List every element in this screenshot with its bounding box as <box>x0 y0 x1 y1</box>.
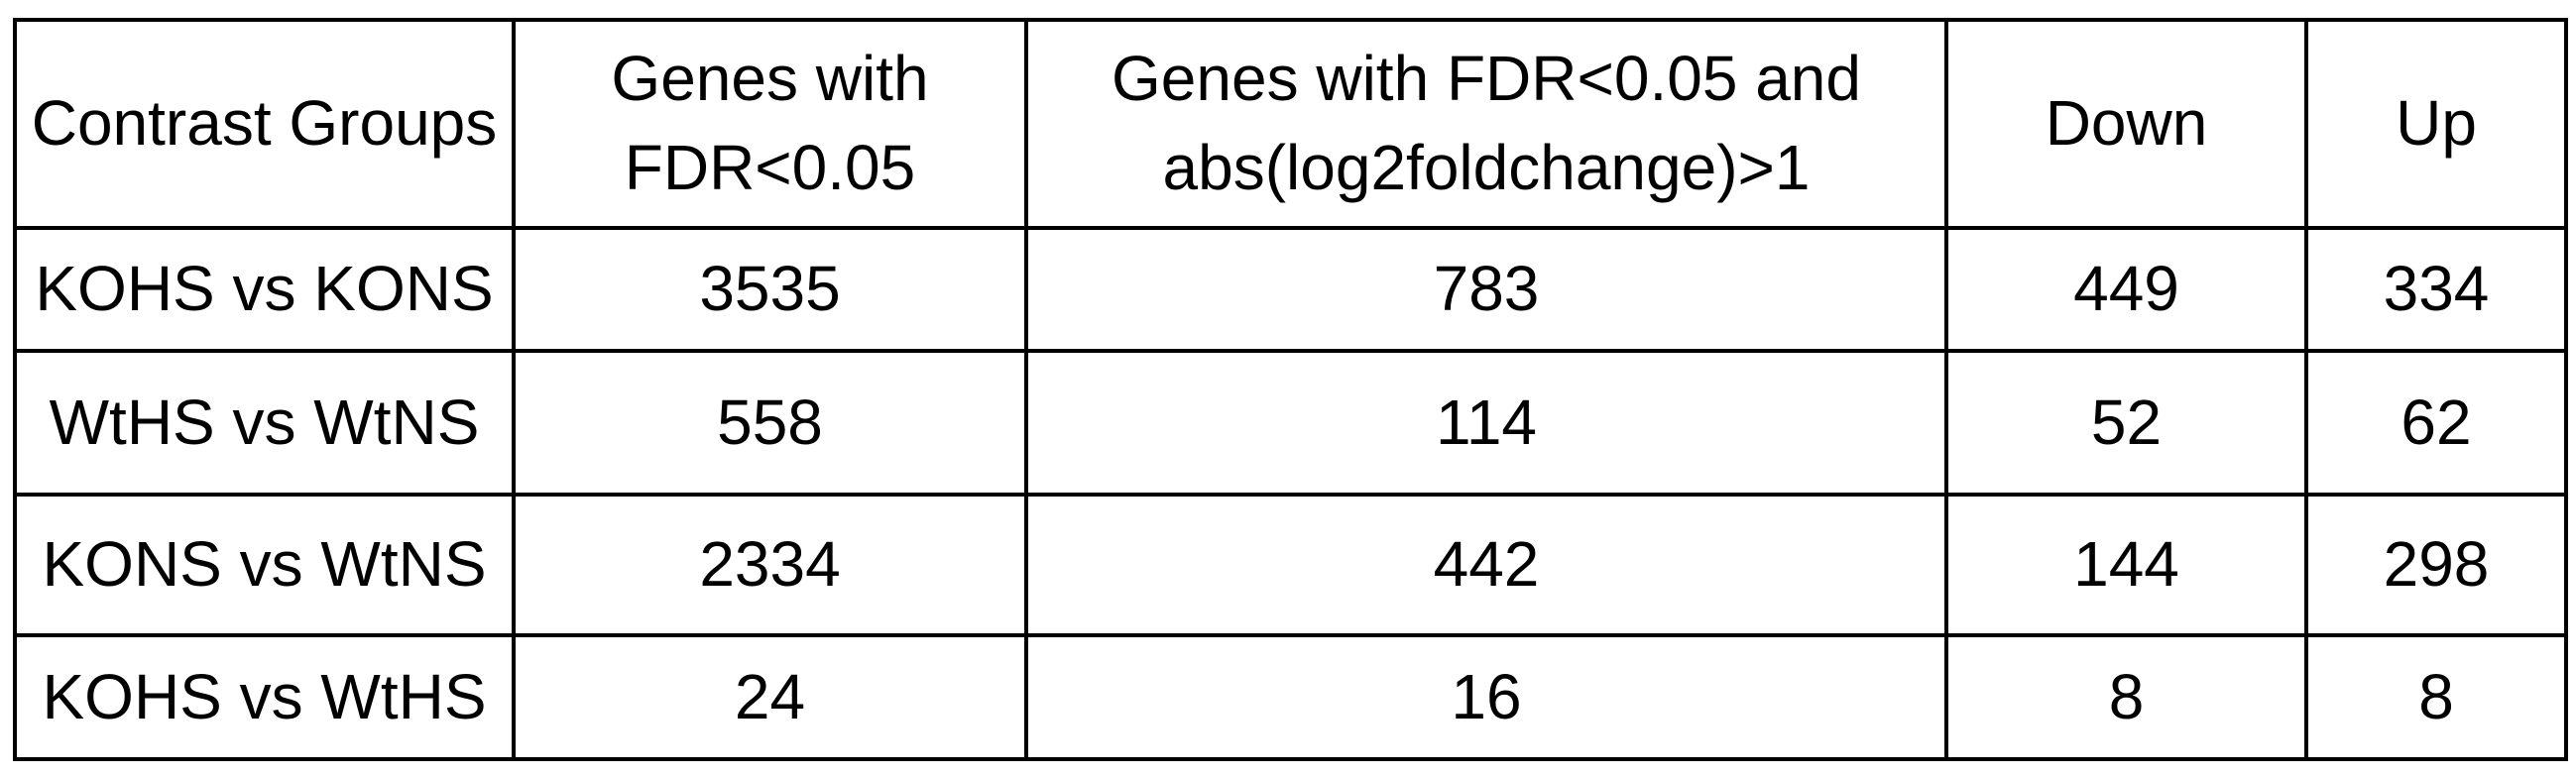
cell-contrast-group: KOHS vs KONS <box>13 226 516 353</box>
cell-down: 52 <box>1944 349 2308 497</box>
cell-up: 8 <box>2304 633 2568 761</box>
cell-genes-fdr: 24 <box>512 633 1028 761</box>
cell-down: 144 <box>1944 493 2308 637</box>
cell-down: 8 <box>1944 633 2308 761</box>
header-genes-fdr-log2fc: Genes with FDR<0.05 and abs(log2foldchan… <box>1024 18 1948 230</box>
cell-contrast-group: KONS vs WtNS <box>13 493 516 637</box>
cell-up: 298 <box>2304 493 2568 637</box>
table-row: KONS vs WtNS 2334 442 144 298 <box>13 493 2568 637</box>
cell-contrast-group: KOHS vs WtHS <box>13 633 516 761</box>
cell-down: 449 <box>1944 226 2308 353</box>
cell-up: 334 <box>2304 226 2568 353</box>
header-down: Down <box>1944 18 2308 230</box>
cell-contrast-group: WtHS vs WtNS <box>13 349 516 497</box>
contrast-results-table: Contrast Groups Genes with FDR<0.05 Gene… <box>13 18 2568 761</box>
table-row: KOHS vs KONS 3535 783 449 334 <box>13 226 2568 353</box>
cell-genes-fdr: 558 <box>512 349 1028 497</box>
cell-genes-fdr-log2fc: 442 <box>1024 493 1948 637</box>
header-contrast-groups: Contrast Groups <box>13 18 516 230</box>
table-row: WtHS vs WtNS 558 114 52 62 <box>13 349 2568 497</box>
results-table-container: Contrast Groups Genes with FDR<0.05 Gene… <box>13 18 2568 761</box>
cell-genes-fdr: 2334 <box>512 493 1028 637</box>
cell-genes-fdr-log2fc: 114 <box>1024 349 1948 497</box>
header-up: Up <box>2304 18 2568 230</box>
cell-genes-fdr-log2fc: 783 <box>1024 226 1948 353</box>
table-row: KOHS vs WtHS 24 16 8 8 <box>13 633 2568 761</box>
header-genes-fdr: Genes with FDR<0.05 <box>512 18 1028 230</box>
header-row: Contrast Groups Genes with FDR<0.05 Gene… <box>13 18 2568 230</box>
cell-genes-fdr-log2fc: 16 <box>1024 633 1948 761</box>
cell-genes-fdr: 3535 <box>512 226 1028 353</box>
cell-up: 62 <box>2304 349 2568 497</box>
